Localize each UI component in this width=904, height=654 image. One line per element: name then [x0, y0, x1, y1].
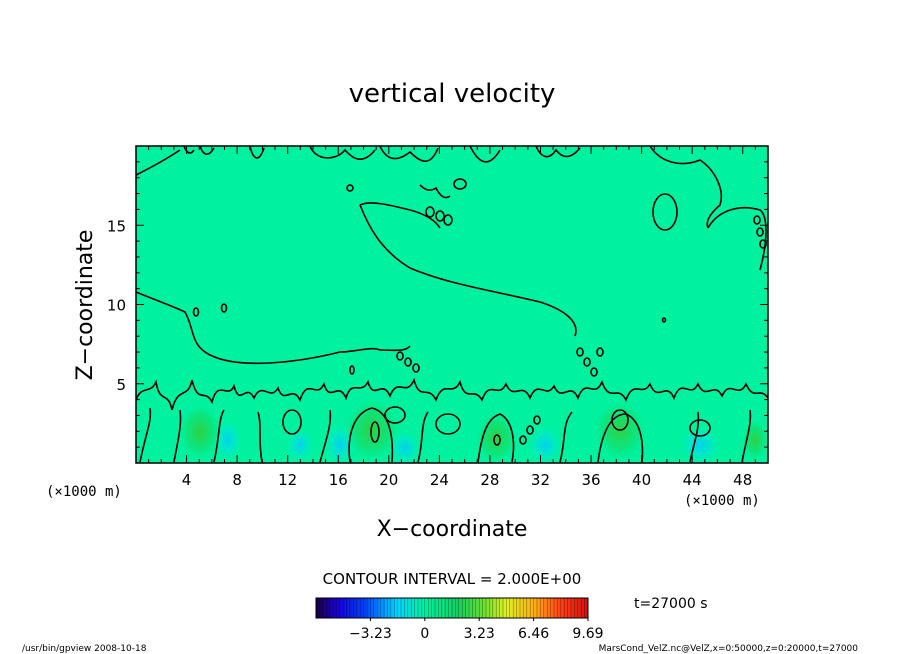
- contour-field: [136, 146, 768, 463]
- colorbar-bands: [319, 598, 585, 618]
- x-tick-label: 8: [232, 471, 242, 489]
- footer-left: /usr/bin/gpview 2008-10-18: [22, 644, 147, 654]
- colorbar-tick-label: −3.23: [349, 626, 392, 642]
- x-unit-left: (×1000 m): [46, 484, 122, 500]
- y-axis: 5 10 15: [107, 161, 768, 448]
- x-tick-label: 44: [683, 471, 702, 489]
- footer-right: MarsCond_VelZ.nc@VelZ,x=0:50000,z=0:2000…: [599, 644, 859, 654]
- x-tick-label: 40: [632, 471, 651, 489]
- colorbar-tick-label: 6.46: [518, 626, 549, 642]
- y-axis-title: Z−coordinate: [73, 230, 98, 381]
- contour-interval-label: CONTOUR INTERVAL = 2.000E+00: [323, 570, 582, 588]
- y-tick-label: 10: [107, 297, 126, 315]
- x-axis: 4 8 12 16 20 24 28 32 36 40 44 48: [148, 146, 756, 489]
- x-tick-label: 12: [278, 471, 297, 489]
- chart-title: vertical velocity: [349, 79, 556, 109]
- x-tick-label: 32: [531, 471, 550, 489]
- x-tick-label: 28: [480, 471, 499, 489]
- x-axis-title: X−coordinate: [377, 517, 528, 542]
- colorbar-tick-label: 0: [420, 626, 429, 642]
- x-tick-label: 36: [581, 471, 600, 489]
- plot-area: [136, 146, 768, 463]
- x-unit-right: (×1000 m): [684, 493, 760, 509]
- time-label: t=27000 s: [634, 596, 708, 612]
- y-tick-label: 5: [116, 376, 126, 394]
- colorbar-tick-label: 3.23: [464, 626, 495, 642]
- x-tick-label: 4: [182, 471, 192, 489]
- colorbar-tick-label: 9.69: [572, 626, 603, 642]
- x-tick-label: 24: [430, 471, 449, 489]
- colorbar-ticks: −3.23 0 3.23 6.46 9.69: [349, 618, 604, 642]
- x-tick-label: 20: [379, 471, 398, 489]
- x-tick-label: 48: [733, 471, 752, 489]
- y-tick-label: 15: [107, 217, 126, 235]
- x-tick-label: 16: [329, 471, 348, 489]
